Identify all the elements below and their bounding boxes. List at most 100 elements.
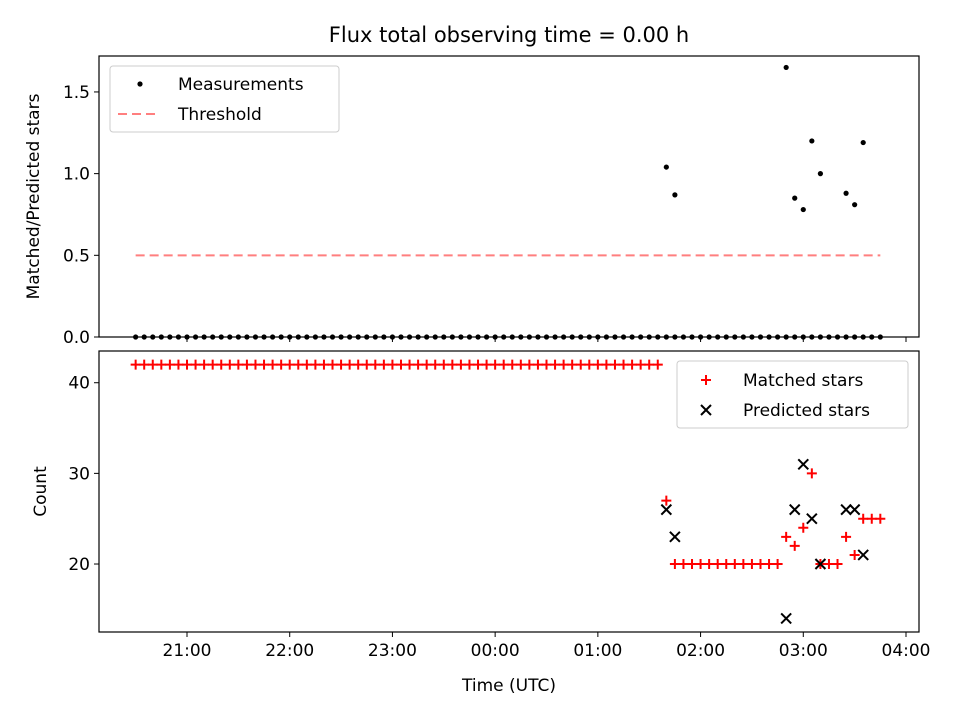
matched-star-point: [609, 359, 620, 370]
matched-star-point: [421, 359, 432, 370]
matched-star-point: [447, 359, 458, 370]
matched-star-point: [627, 359, 638, 370]
y-tick-label: 20: [68, 555, 90, 575]
legend: Matched stars Predicted stars: [676, 360, 909, 429]
predicted-star-point: [797, 458, 809, 471]
matched-star-point: [746, 559, 757, 570]
matched-star-point: [378, 359, 389, 370]
y-tick-label: 40: [68, 374, 90, 394]
matched-star-point: [216, 359, 227, 370]
matched-star-point: [190, 359, 201, 370]
top-panel: 0.0 0.5 1.0 1.5 Matched/Predicted stars Measu…: [24, 55, 920, 348]
matched-star-point: [866, 513, 877, 524]
measurement-point: [809, 138, 815, 144]
matched-star-point: [395, 359, 406, 370]
x-tick-label: 04:00: [882, 641, 931, 661]
matched-star-point: [207, 359, 218, 370]
matched-star-point: [267, 359, 278, 370]
matched-star-point: [336, 359, 347, 370]
matched-star-point: [541, 359, 552, 370]
axes-frame: [98, 350, 920, 633]
measurement-point: [663, 164, 669, 170]
legend-label: Matched stars: [743, 371, 863, 391]
legend-label: Threshold: [177, 105, 262, 125]
y-tick-label: 1.5: [63, 83, 90, 103]
matched-star-point: [404, 359, 415, 370]
matched-star-point: [310, 359, 321, 370]
measurement-point: [860, 139, 866, 146]
x-tick-label: 03:00: [779, 641, 828, 661]
matched-star-point: [772, 559, 783, 570]
predicted-star-point: [660, 503, 673, 516]
matched-star-point: [241, 359, 252, 370]
y-axis-label: Count: [31, 466, 51, 517]
matched-star-point: [806, 468, 817, 479]
matched-star-point: [832, 559, 843, 570]
matched-star-point: [481, 359, 492, 370]
measurement-point: [672, 192, 678, 198]
matched-star-point: [669, 559, 680, 570]
measurement-point: [792, 195, 798, 201]
axes-frame: [98, 55, 920, 338]
matched-star-point: [678, 559, 689, 570]
legend-label: Measurements: [178, 75, 304, 95]
matched-star-point: [798, 522, 809, 533]
matched-star-point: [515, 359, 526, 370]
matched-star-point: [464, 359, 475, 370]
matched-star-point: [293, 359, 304, 370]
matched-star-point: [704, 559, 715, 570]
matched-star-point: [130, 359, 141, 370]
legend-plus-marker: [701, 375, 711, 385]
matched-star-point: [687, 559, 698, 570]
chart-title: Flux total observing time = 0.00 h: [329, 23, 689, 47]
matched-star-point: [781, 531, 792, 542]
matched-star-point: [721, 559, 732, 570]
measurement-point: [800, 206, 806, 213]
matched-star-point: [233, 359, 244, 370]
legend-box: [109, 65, 340, 133]
matched-star-point: [695, 559, 706, 570]
predicted-star-point: [669, 531, 681, 543]
legend-label: Predicted stars: [743, 401, 870, 421]
y-tick-label: 30: [68, 464, 90, 484]
matched-star-point: [764, 559, 775, 570]
y-tick-label: 0.0: [63, 328, 90, 348]
matched-star-point: [789, 540, 800, 551]
legend-box: [676, 360, 909, 429]
matched-star-point: [353, 359, 364, 370]
matched-star-point: [361, 359, 372, 370]
matched-star-point: [507, 359, 518, 370]
matched-star-point: [558, 359, 569, 370]
x-tick-label: 21:00: [163, 641, 212, 661]
matched-star-point: [164, 359, 175, 370]
matched-star-point: [498, 359, 509, 370]
matched-star-point: [250, 359, 261, 370]
matched-star-point: [455, 359, 466, 370]
matched-star-point: [841, 531, 852, 542]
x-tick-label: 01:00: [573, 641, 622, 661]
matched-star-point: [652, 359, 663, 370]
x-tick-label: 00:00: [471, 641, 520, 661]
legend: Measurements Threshold: [109, 65, 340, 133]
measurement-point: [852, 202, 858, 208]
matched-star-point: [284, 359, 295, 370]
matched-star-point: [858, 513, 869, 524]
matched-star-point: [738, 559, 749, 570]
matched-star-point: [729, 559, 740, 570]
matched-star-point: [584, 359, 595, 370]
matched-star-point: [490, 359, 501, 370]
predicted-star-point: [848, 503, 861, 516]
predicted-star-point: [780, 612, 792, 625]
y-tick-label: 1.0: [63, 165, 90, 185]
measurement-point: [843, 190, 849, 196]
matched-star-point: [147, 359, 158, 370]
matched-star-point: [661, 495, 672, 506]
matched-star-point: [139, 359, 150, 370]
matched-star-point: [575, 359, 586, 370]
matched-star-point: [635, 359, 646, 370]
matched-star-point: [438, 359, 449, 370]
matched-star-point: [823, 559, 834, 570]
matched-star-point: [224, 359, 235, 370]
matched-star-point: [644, 359, 655, 370]
